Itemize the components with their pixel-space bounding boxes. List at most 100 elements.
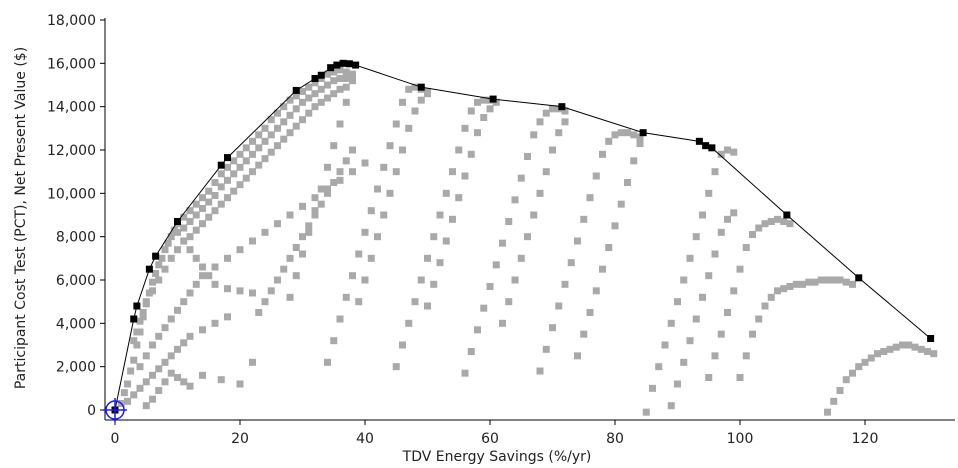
scatter-point xyxy=(755,224,763,232)
scatter-point xyxy=(311,207,319,215)
scatter-point xyxy=(842,278,850,286)
scatter-point xyxy=(630,131,638,139)
scatter-point xyxy=(336,315,344,323)
scatter-point xyxy=(230,187,238,195)
scatter-point xyxy=(474,98,481,106)
scatter-point xyxy=(774,287,781,295)
scatter-point xyxy=(192,280,200,288)
scatter-point xyxy=(649,384,656,392)
scatter-point xyxy=(536,118,544,126)
frontier-point xyxy=(327,64,335,72)
scatter-point xyxy=(349,70,356,78)
scatter-point xyxy=(324,185,331,193)
scatter-point xyxy=(511,276,519,284)
scatter-point xyxy=(224,285,231,293)
scatter-point xyxy=(349,146,356,154)
scatter-point xyxy=(120,389,128,397)
scatter-point xyxy=(392,120,400,128)
scatter-point xyxy=(524,153,531,160)
scatter-point xyxy=(342,293,350,301)
scatter-point xyxy=(699,211,706,219)
scatter-point xyxy=(617,129,625,137)
scatter-point xyxy=(492,261,500,269)
scatter-point xyxy=(461,172,469,180)
scatter-point xyxy=(205,187,213,195)
scatter-point xyxy=(530,131,538,139)
scatter-point xyxy=(674,298,681,306)
scatter-point xyxy=(886,345,894,353)
frontier-point xyxy=(217,161,225,169)
scatter-point xyxy=(180,378,188,386)
scatter-point xyxy=(449,168,456,176)
scatter-point xyxy=(217,200,225,208)
frontier-point xyxy=(708,144,716,152)
scatter-point xyxy=(611,131,619,139)
scatter-point xyxy=(574,352,581,360)
scatter-point xyxy=(792,280,800,288)
scatter-point xyxy=(561,280,569,288)
scatter-point xyxy=(286,254,294,262)
scatter-point xyxy=(236,163,244,171)
scatter-point xyxy=(274,142,281,150)
y-tick-label: 12,000 xyxy=(47,143,96,159)
scatter-point xyxy=(149,287,156,295)
scatter-point xyxy=(361,228,369,236)
y-tick-label: 4,000 xyxy=(56,316,96,332)
scatter-point xyxy=(849,369,856,377)
scatter-point xyxy=(324,81,331,89)
scatter-point xyxy=(186,289,194,297)
scatter-point xyxy=(774,215,781,223)
scatter-point xyxy=(542,109,550,117)
scatter-point xyxy=(236,150,244,158)
scatter-point xyxy=(267,287,275,295)
scatter-point xyxy=(742,244,750,251)
y-tick-label: 14,000 xyxy=(47,100,96,116)
scatter-point xyxy=(355,298,363,306)
scatter-point xyxy=(342,68,350,76)
scatter-point xyxy=(667,402,675,410)
scatter-point xyxy=(330,337,338,345)
scatter-point xyxy=(224,313,231,321)
scatter-point xyxy=(317,185,325,193)
scatter-point xyxy=(299,233,306,241)
frontier-point xyxy=(558,103,566,111)
scatter-point xyxy=(761,302,769,310)
scatter-point xyxy=(636,140,644,147)
scatter-point xyxy=(411,298,419,306)
scatter-point xyxy=(299,98,306,106)
scatter-point xyxy=(136,317,144,325)
scatter-point xyxy=(236,380,244,388)
scatter-point xyxy=(880,348,888,355)
scatter-point xyxy=(424,302,431,310)
scatter-point xyxy=(280,118,288,126)
scatter-point xyxy=(149,341,156,349)
scatter-point xyxy=(599,265,606,273)
scatter-point xyxy=(374,185,381,193)
scatter-point xyxy=(255,144,263,152)
scatter-point xyxy=(330,179,338,186)
x-tick-label: 80 xyxy=(606,431,624,447)
scatter-point xyxy=(549,105,556,113)
scatter-point xyxy=(836,276,844,284)
scatter-point xyxy=(330,142,338,150)
scatter-point xyxy=(755,315,763,323)
scatter-point xyxy=(133,328,141,336)
scatter-point xyxy=(855,363,863,371)
scatter-point xyxy=(255,161,263,169)
scatter-point xyxy=(286,293,294,301)
scatter-point xyxy=(361,276,369,284)
scatter-point xyxy=(305,83,313,91)
scatter-point xyxy=(230,170,238,178)
scatter-point xyxy=(542,345,550,353)
scatter-point xyxy=(317,85,325,93)
scatter-point xyxy=(324,189,331,197)
scatter-point xyxy=(736,374,744,381)
scatter-point xyxy=(342,75,350,82)
scatter-points xyxy=(117,66,938,416)
scatter-point xyxy=(455,146,463,154)
scatter-point xyxy=(499,319,506,327)
scatter-point xyxy=(299,116,306,124)
scatter-point xyxy=(336,176,344,184)
scatter-point xyxy=(324,70,331,78)
